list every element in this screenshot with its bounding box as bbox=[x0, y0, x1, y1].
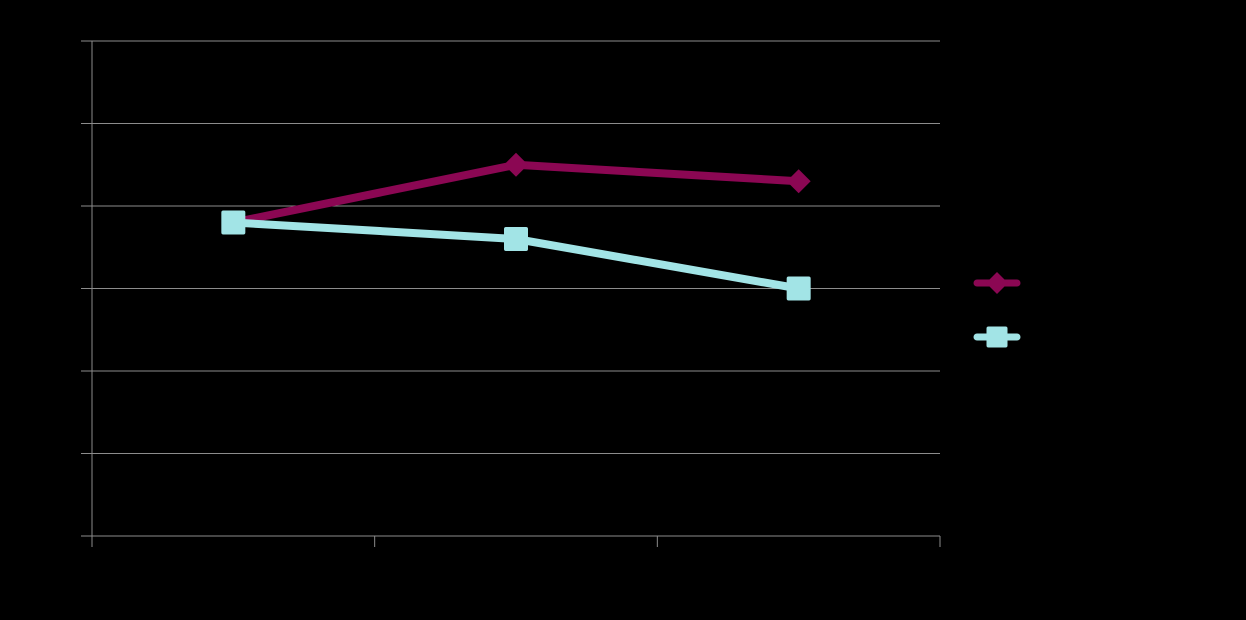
series-1 bbox=[221, 152, 811, 235]
gridlines bbox=[92, 40, 940, 454]
data-point-square bbox=[504, 227, 528, 251]
legend bbox=[973, 272, 1021, 348]
data-point-diamond bbox=[504, 152, 528, 177]
data-point-square bbox=[221, 210, 246, 235]
legend-marker-square bbox=[986, 326, 1008, 348]
series-group bbox=[221, 152, 811, 301]
data-point-square bbox=[786, 276, 811, 301]
axes bbox=[81, 40, 941, 547]
legend-entry-1 bbox=[973, 272, 1021, 294]
data-point-diamond bbox=[786, 169, 811, 194]
legend-marker-diamond bbox=[986, 272, 1008, 294]
legend-entry-2 bbox=[973, 326, 1021, 348]
series-2 bbox=[221, 210, 811, 301]
